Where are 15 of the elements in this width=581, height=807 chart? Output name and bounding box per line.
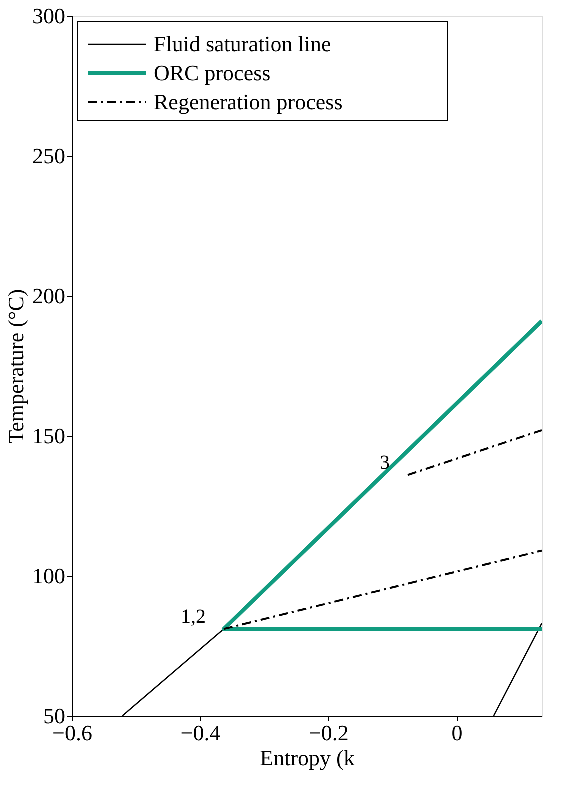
y-tick-label: 100 [32,564,66,588]
x-axis-title: Entropy (k [260,746,355,770]
legend-label: ORC process [154,60,271,86]
x-tick-label: −0.4 [180,720,221,746]
y-axis-title: Temperature (°C) [4,289,28,444]
y-tick-label: 150 [32,424,66,448]
x-tick-label: 0 [452,720,463,746]
legend-label: Fluid saturation line [154,32,332,56]
y-tick-label: 250 [32,144,66,168]
legend-label: Regeneration process [154,90,343,114]
y-tick-label: 200 [32,284,66,308]
annotation: 3 [380,452,390,474]
x-tick-label: −0.2 [309,720,349,746]
annotation: 1,2 [180,606,206,628]
y-tick-label: 300 [32,4,66,28]
